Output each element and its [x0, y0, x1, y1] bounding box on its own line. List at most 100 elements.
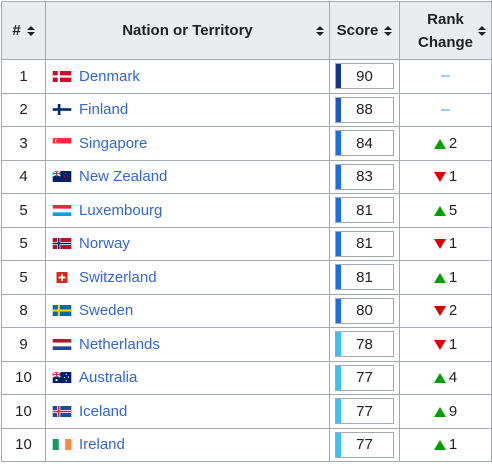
nation-cell: Australia: [45, 360, 330, 395]
table-row: 10 Ireland 77 1: [1, 427, 492, 462]
rank-change-cell: 1: [399, 327, 492, 362]
score-value: 90: [356, 67, 373, 85]
score-box: 77: [335, 431, 394, 458]
switzerland-flag-icon[interactable]: [52, 271, 74, 284]
rank-cell: 9: [1, 327, 46, 362]
sort-icon[interactable]: [26, 25, 35, 36]
score-cell: 77: [329, 360, 400, 395]
score-bar: [336, 64, 341, 89]
score-cell: 77: [329, 394, 400, 429]
sort-icon[interactable]: [384, 25, 393, 36]
rank-cell: 5: [1, 193, 46, 228]
score-value: 77: [356, 369, 373, 387]
nation-link[interactable]: New Zealand: [79, 168, 168, 186]
table-row: 2 Finland 88 –: [1, 92, 492, 127]
increase-arrow-icon: [433, 205, 446, 216]
header-row: # Nation or Territory Score Rank Change: [1, 1, 492, 60]
nation-link[interactable]: Netherlands: [79, 335, 160, 353]
rank-change-cell: 2: [399, 293, 492, 328]
australia-flag-icon[interactable]: [52, 371, 74, 384]
nation-link[interactable]: Australia: [79, 369, 138, 387]
rank-change-cell: –: [399, 92, 492, 127]
nation-link[interactable]: Switzerland: [79, 268, 157, 286]
luxembourg-flag-icon[interactable]: [52, 204, 74, 217]
rank-change-value: 1: [448, 235, 458, 253]
nation-link[interactable]: Ireland: [79, 436, 125, 454]
finland-flag-icon[interactable]: [52, 103, 74, 116]
rank-change-value: 2: [448, 134, 458, 152]
score-bar: [336, 97, 341, 122]
rank-cell: 8: [1, 293, 46, 328]
nation-link[interactable]: Iceland: [79, 402, 128, 420]
nation-cell: Sweden: [45, 293, 330, 328]
rank-value: 5: [19, 268, 28, 286]
nation-link[interactable]: Finland: [79, 101, 129, 119]
score-cell: 78: [329, 327, 400, 362]
nation-cell: Luxembourg: [45, 193, 330, 228]
sweden-flag-icon[interactable]: [52, 304, 74, 317]
newzealand-flag-icon[interactable]: [52, 170, 74, 183]
table-row: 4 New Zealand 83 1: [1, 159, 492, 194]
sort-icon[interactable]: [316, 25, 324, 36]
nation-link[interactable]: Luxembourg: [79, 201, 163, 219]
score-cell: 88: [329, 92, 400, 127]
nation-cell: Norway: [45, 226, 330, 261]
rank-change-value: 1: [448, 168, 458, 186]
nation-link[interactable]: Norway: [79, 235, 130, 253]
score-value: 78: [356, 335, 373, 353]
score-bar: [336, 298, 341, 323]
table-row: 10 Australia 77 4: [1, 360, 492, 395]
table-row: 5 Luxembourg 81 5: [1, 193, 492, 228]
score-box: 83: [335, 163, 394, 190]
score-bar: [336, 432, 341, 457]
rank-cell: 5: [1, 226, 46, 261]
nation-cell: Ireland: [45, 427, 330, 462]
table-row: 5 Norway 81 1: [1, 226, 492, 261]
rank-change-value: 1: [448, 268, 458, 286]
score-cell: 81: [329, 193, 400, 228]
decrease-arrow-icon: [433, 339, 446, 350]
nation-cell: Finland: [45, 92, 330, 127]
nation-header-label: Nation or Territory: [122, 22, 253, 39]
score-value: 81: [356, 235, 373, 253]
no-change-icon: –: [441, 67, 450, 85]
rank-header-label: #: [12, 22, 21, 39]
increase-arrow-icon: [433, 272, 446, 283]
nation-cell: Iceland: [45, 394, 330, 429]
nation-header[interactable]: Nation or Territory: [45, 1, 330, 60]
rank-value: 5: [19, 235, 28, 253]
rank-value: 9: [19, 335, 28, 353]
score-bar: [336, 265, 341, 290]
score-header[interactable]: Score: [329, 1, 400, 60]
rank-change-cell: 4: [399, 360, 492, 395]
ireland-flag-icon[interactable]: [52, 438, 74, 451]
nation-link[interactable]: Denmark: [79, 67, 140, 85]
nation-link[interactable]: Sweden: [79, 302, 134, 320]
rank-header[interactable]: #: [1, 1, 46, 60]
sort-icon[interactable]: [478, 25, 486, 36]
rank-change-header[interactable]: Rank Change: [399, 1, 492, 60]
score-bar: [336, 365, 341, 390]
score-value: 80: [356, 302, 373, 320]
singapore-flag-icon[interactable]: [52, 137, 74, 150]
score-cell: 90: [329, 59, 400, 94]
iceland-flag-icon[interactable]: [52, 405, 74, 418]
rank-value: 5: [19, 201, 28, 219]
score-value: 81: [356, 268, 373, 286]
nation-cell: Denmark: [45, 59, 330, 94]
rank-cell: 10: [1, 394, 46, 429]
decrease-arrow-icon: [433, 172, 446, 183]
nation-cell: New Zealand: [45, 159, 330, 194]
rank-value: 1: [19, 67, 28, 85]
score-bar: [336, 332, 341, 357]
norway-flag-icon[interactable]: [52, 237, 74, 250]
netherlands-flag-icon[interactable]: [52, 338, 74, 351]
score-value: 81: [356, 201, 373, 219]
rank-value: 10: [15, 402, 32, 420]
denmark-flag-icon[interactable]: [52, 70, 74, 83]
score-box: 77: [335, 398, 394, 425]
rank-change-value: 1: [448, 436, 458, 454]
nation-link[interactable]: Singapore: [79, 134, 148, 152]
score-value: 84: [356, 134, 373, 152]
